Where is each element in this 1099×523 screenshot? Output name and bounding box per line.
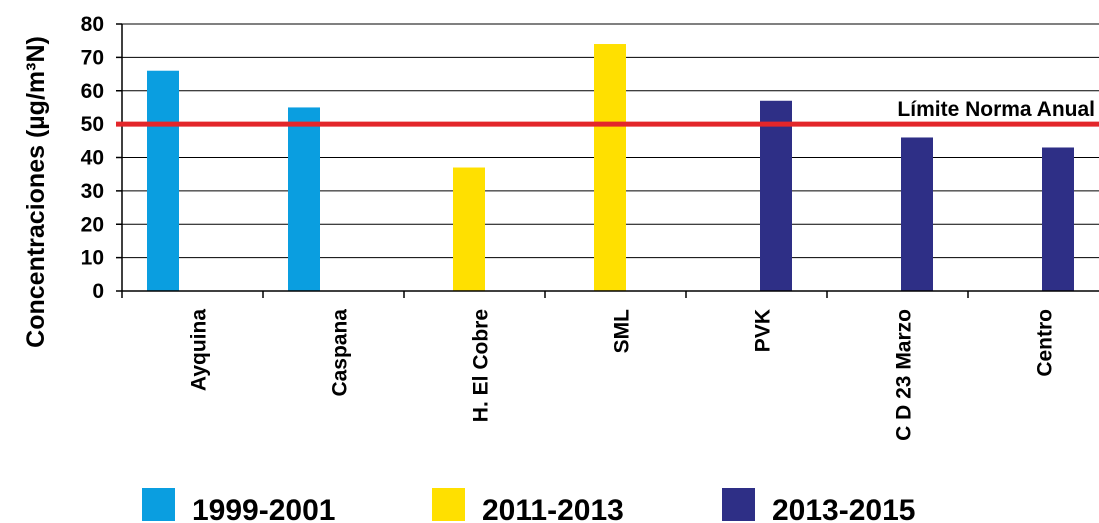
y-tick-label: 10 <box>81 247 104 270</box>
x-category-label: Caspana <box>329 309 352 397</box>
legend-swatch <box>722 488 755 521</box>
y-tick-label: 80 <box>81 13 104 36</box>
y-tick-label: 60 <box>81 80 104 103</box>
legend-swatch <box>142 488 175 521</box>
bar-ayquina <box>147 70 179 291</box>
bar-caspana <box>288 107 320 291</box>
y-tick-labels: 0 10 20 30 40 50 60 70 80 <box>81 13 104 303</box>
legend-swatch <box>432 488 465 521</box>
x-category-label: Ayquina <box>188 309 211 391</box>
bar-c-d-23-marzo <box>901 137 933 291</box>
x-category-label: SML <box>611 309 634 354</box>
bar-pvk <box>760 100 792 291</box>
x-category-label: H. El Cobre <box>470 309 493 422</box>
x-tick-labels: Ayquina Caspana H. El Cobre SML PVK C D 23 Ma… <box>188 309 1057 441</box>
y-tick-label: 20 <box>81 213 104 236</box>
y-axis-label: Concentraciones (µg/m³N) <box>22 36 50 348</box>
bar-centro <box>1042 147 1074 291</box>
y-tick-label: 40 <box>81 147 104 170</box>
legend: 1999-2001 2011-2013 2013-2015 <box>142 488 915 523</box>
y-tick-label: 70 <box>81 46 104 69</box>
legend-label: 2011-2013 <box>482 494 624 523</box>
reference-line-label: Límite Norma Anual <box>897 98 1095 121</box>
x-category-label: PVK <box>752 309 775 352</box>
y-tick-label: 0 <box>92 280 104 303</box>
legend-label: 1999-2001 <box>192 494 335 523</box>
y-tick-label: 30 <box>81 180 104 203</box>
x-category-label: Centro <box>1034 309 1057 377</box>
y-tick-label: 50 <box>81 113 104 136</box>
legend-label: 2013-2015 <box>772 494 915 523</box>
bar-sml <box>594 44 626 292</box>
bars <box>147 44 1074 292</box>
bar-h-el-cobre <box>453 167 485 291</box>
reference-line-group: Límite Norma Anual <box>116 98 1099 127</box>
x-category-label: C D 23 Marzo <box>893 309 916 441</box>
